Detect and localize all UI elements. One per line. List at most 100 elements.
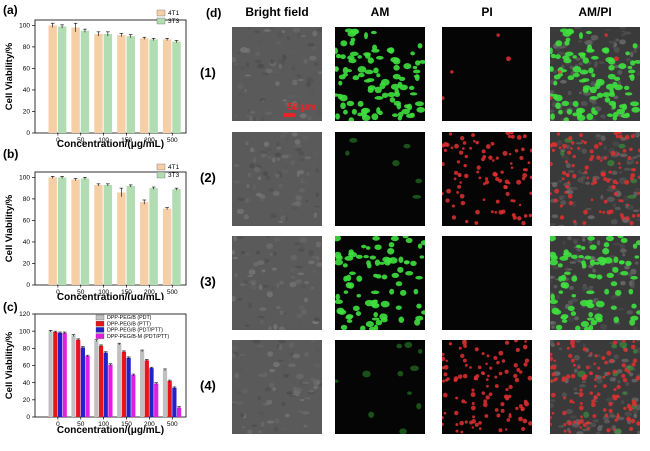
live-cell	[389, 288, 395, 295]
dead-cell	[505, 132, 511, 136]
live-cell	[596, 92, 604, 98]
live-cell	[632, 243, 638, 249]
dead-cell	[629, 147, 633, 152]
dead-cell	[454, 143, 459, 149]
live-cell	[351, 108, 358, 115]
dead-cell	[596, 155, 601, 160]
live-cell	[618, 104, 626, 109]
cell-shape	[304, 396, 311, 400]
dead-cell	[621, 373, 626, 379]
cell-shape	[257, 395, 262, 401]
live-cell	[558, 109, 563, 115]
cell-shape	[603, 145, 608, 151]
live-cell	[417, 349, 423, 354]
dead-cell	[586, 421, 590, 425]
live-cell	[388, 242, 395, 248]
cell-shape	[262, 372, 268, 378]
cell-shape	[550, 321, 555, 324]
x-tick-label: 50	[77, 289, 85, 296]
cell-shape	[247, 172, 251, 178]
dead-cell	[505, 191, 510, 197]
dead-cell	[550, 416, 552, 420]
dead-cell	[637, 175, 640, 180]
cell-shape	[275, 170, 282, 175]
bar	[71, 335, 76, 417]
cell-shape	[276, 157, 281, 161]
cell-shape	[265, 111, 273, 115]
live-cell	[348, 58, 357, 64]
dead-cell	[471, 401, 475, 406]
dead-cell	[485, 144, 491, 149]
dead-cell	[595, 374, 598, 378]
y-axis-label: Cell Viability/%	[4, 331, 15, 399]
cell-shape	[593, 307, 599, 311]
cell-shape	[288, 50, 297, 55]
dead-cell	[585, 365, 590, 370]
dead-cell	[582, 221, 587, 225]
live-cell	[580, 246, 586, 250]
cell-shape	[557, 51, 565, 56]
dead-cell	[622, 340, 626, 343]
dead-cell	[568, 135, 573, 141]
dead-cell	[624, 135, 630, 140]
live-cell	[625, 51, 630, 56]
dead-cell	[566, 174, 570, 178]
cell-shape	[275, 141, 280, 146]
dead-cell	[484, 180, 490, 185]
cell-shape	[556, 140, 563, 146]
dead-cell	[484, 414, 489, 418]
cell-shape	[256, 344, 265, 349]
dead-cell	[451, 215, 457, 220]
dead-cell	[518, 203, 522, 207]
dead-cell	[503, 184, 508, 189]
live-cell	[564, 40, 570, 46]
cell-shape	[289, 281, 297, 288]
dead-cell	[514, 149, 519, 153]
cell-shape	[550, 399, 556, 403]
cell-shape	[271, 70, 280, 74]
dead-cell	[570, 141, 575, 145]
cell-shape	[572, 203, 577, 208]
dead-cell	[495, 176, 500, 181]
cell-shape	[299, 172, 304, 175]
cell-shape	[623, 31, 632, 35]
y-tick-label: 0	[26, 282, 30, 289]
live-cell	[635, 240, 640, 246]
cell-shape	[292, 79, 298, 86]
dead-cell	[626, 203, 630, 207]
dead-cell	[632, 358, 638, 363]
x-tick-label: 100	[98, 137, 109, 144]
dead-cell	[527, 161, 531, 165]
dead-cell	[566, 346, 570, 350]
y-axis-label: Cell Viability/%	[4, 42, 15, 110]
cell-shape	[305, 166, 311, 171]
cell-shape	[297, 321, 304, 328]
cell-shape	[574, 340, 582, 343]
dead-cell	[470, 392, 476, 398]
live-cell	[618, 63, 627, 70]
bar	[71, 27, 80, 133]
cell-shape	[573, 368, 578, 374]
dead-cell	[579, 419, 584, 424]
dead-cell	[527, 375, 532, 381]
live-cell	[335, 66, 338, 71]
y-tick-label: 0	[26, 130, 30, 137]
dead-cell	[464, 154, 469, 159]
live-cell	[579, 69, 589, 75]
y-axis-label: Cell Viability/%	[4, 194, 15, 262]
cell-shape	[275, 105, 279, 109]
live-cell	[602, 247, 610, 255]
cell-shape	[273, 361, 280, 368]
dead-cell	[596, 392, 601, 397]
dead-cell	[505, 396, 510, 401]
live-cell	[345, 150, 350, 156]
cell-shape	[245, 367, 253, 371]
cell-shape	[613, 354, 619, 360]
bar	[176, 407, 182, 417]
cell-shape	[233, 114, 239, 119]
live-cell	[550, 47, 553, 55]
cell-shape	[598, 424, 604, 428]
cell-shape	[257, 176, 262, 181]
dead-cell	[550, 379, 553, 383]
cell-shape	[308, 389, 315, 393]
